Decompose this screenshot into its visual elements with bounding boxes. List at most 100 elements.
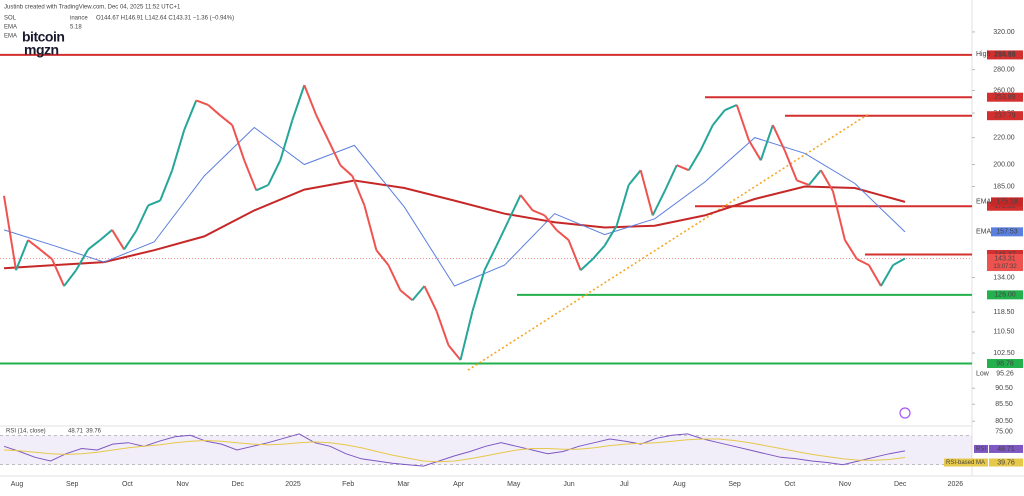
price-segment <box>471 269 486 312</box>
price-segment <box>868 264 882 287</box>
x-tick-label: Feb <box>342 481 354 488</box>
ohlc: O144.67 H146.91 L142.64 C143.31 −1.36 (−… <box>96 16 234 22</box>
x-tick-label: Nov <box>176 481 189 488</box>
price-segment <box>771 124 786 152</box>
ema-label: EMA <box>4 25 17 31</box>
level-price-box <box>987 290 1023 300</box>
price-segment <box>267 159 282 186</box>
y-tick-label: 134.00 <box>993 274 1015 281</box>
x-tick-label: Sep <box>66 481 79 488</box>
price-segment <box>808 169 822 186</box>
exchange: inance <box>70 16 88 22</box>
price-segment <box>339 164 354 177</box>
price-segment <box>423 285 438 312</box>
ema-price-box <box>991 227 1023 237</box>
ema-value: 5.18 <box>70 25 82 31</box>
price-segment <box>627 169 642 186</box>
x-tick-label: 2025 <box>285 481 301 488</box>
rsi-axis-name: RSI <box>976 447 986 453</box>
rsi-band <box>0 435 972 465</box>
level-price-label: 98.78 <box>996 360 1014 367</box>
logo-line: bitcoin <box>22 29 64 45</box>
price-segment <box>880 264 894 287</box>
price-segment <box>651 190 666 216</box>
symbol: SOL <box>4 16 17 22</box>
price-segment <box>724 104 738 112</box>
rsi-tick-label: 75.00 <box>995 429 1013 436</box>
level-price-label: 126.00 <box>994 292 1016 299</box>
price-segment <box>591 245 606 260</box>
y-tick-label: 185.00 <box>993 183 1015 190</box>
y-tick-label: 90.50 <box>995 385 1013 392</box>
logo-line: mgzn <box>24 42 59 58</box>
rsi-ma-name: RSI-based MA <box>946 460 985 466</box>
price-segment <box>327 139 342 166</box>
x-tick-label: Apr <box>453 481 465 488</box>
price-segment <box>231 124 246 161</box>
y-tick-label: 85.50 <box>995 401 1013 408</box>
price-segment <box>27 239 41 251</box>
rsi-value: 48.71 <box>68 429 84 435</box>
x-tick-label: Oct <box>784 481 795 488</box>
x-tick-label: Jul <box>620 481 629 488</box>
price-segment <box>3 195 18 271</box>
x-tick-label: Mar <box>397 481 410 488</box>
price-segment <box>459 310 474 361</box>
rsi-value-label: 48.71 <box>997 446 1015 453</box>
countdown: 13:07:32 <box>993 264 1017 270</box>
price-segment <box>639 169 654 216</box>
price-segment <box>219 114 233 126</box>
x-tick-label: Dec <box>894 481 907 488</box>
rsi-title: RSI (14, close) <box>6 429 46 435</box>
price-segment <box>856 258 870 267</box>
x-tick-label: Aug <box>11 481 24 488</box>
level-price-label: 237.79 <box>994 113 1016 120</box>
rsi-value-box <box>989 444 1023 453</box>
price-segment <box>279 119 294 161</box>
rsi-ma-value-label: 39.76 <box>997 459 1015 466</box>
price-segment <box>483 245 498 271</box>
y-tick-label: 280.00 <box>993 66 1015 73</box>
price-segment <box>387 264 402 291</box>
high-label: High <box>976 51 991 58</box>
x-tick-label: Aug <box>673 481 686 488</box>
price-segment <box>75 248 89 271</box>
price-segment <box>519 194 534 211</box>
ema-axis-name: EMA <box>976 199 992 206</box>
price-segment <box>243 159 258 191</box>
price-segment <box>63 269 77 287</box>
ema-price-label: 157.53 <box>996 229 1018 236</box>
x-tick-label: Dec <box>232 481 245 488</box>
price-segment <box>543 214 558 231</box>
ema-line <box>3 179 906 270</box>
price-segment <box>555 229 570 241</box>
x-tick-label: Oct <box>122 481 133 488</box>
plot-area <box>0 53 972 371</box>
price-segment <box>579 258 594 271</box>
level-price-box <box>987 359 1023 369</box>
level-price-label: 253.89 <box>994 94 1016 101</box>
price-segment <box>831 190 846 241</box>
author-line: Justinb created with TradingView.com, De… <box>4 5 181 11</box>
rsi-name-box <box>974 444 988 453</box>
y-tick-label: 110.50 <box>994 329 1015 336</box>
price-segment <box>399 289 414 302</box>
x-tick-label: May <box>507 481 521 488</box>
price-segment <box>111 229 125 250</box>
x-tick-label: Nov <box>839 481 852 488</box>
rsi-line <box>3 438 906 463</box>
y-tick-label: 320.00 <box>993 29 1015 36</box>
price-segment <box>363 205 378 251</box>
alert-icon[interactable] <box>899 407 911 419</box>
y-tick-label: 220.00 <box>993 134 1015 141</box>
level-price-box <box>987 111 1023 121</box>
price-segment <box>39 248 53 260</box>
price-segment <box>844 239 858 260</box>
level-price-label: 172.50 <box>994 203 1016 210</box>
price-segment <box>291 84 306 121</box>
price-segment <box>375 249 390 266</box>
rsi-line <box>3 433 906 467</box>
y-tick-label: 260.00 <box>993 87 1015 94</box>
